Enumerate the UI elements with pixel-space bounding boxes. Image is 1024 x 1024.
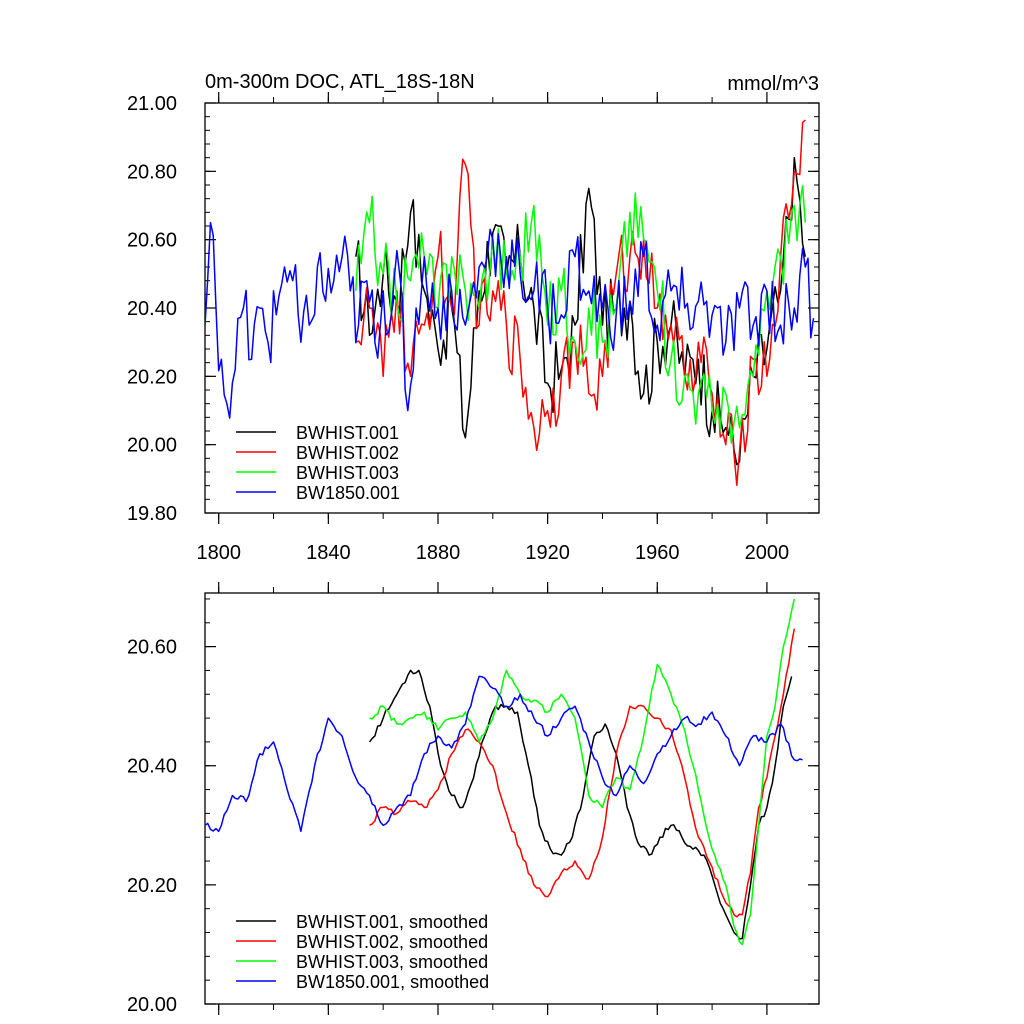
bottom-panel: 20.00 20.20 20.40 20.60 BWHIST.001, smoothed… — [127, 582, 820, 1016]
y-tick-label: 20.40 — [127, 756, 177, 778]
y-tick-label: 20.60 — [127, 637, 177, 659]
y-tick-label: 20.60 — [127, 230, 177, 252]
y-tick-label: 20.20 — [127, 875, 177, 897]
legend-label-2: BWHIST.003, smoothed — [296, 952, 488, 972]
x-tick-label: 1920 — [525, 542, 570, 564]
legend-label-0: BWHIST.001, smoothed — [296, 912, 488, 932]
y-tick-label: 20.00 — [127, 994, 177, 1016]
legend-label-1: BWHIST.002 — [296, 443, 399, 463]
series-line-0 — [368, 669, 793, 940]
x-tick-label: 1880 — [416, 542, 461, 564]
x-tick-label: 2000 — [745, 542, 790, 564]
x-tick-label: 1800 — [196, 542, 241, 564]
x-tick-label: 1960 — [635, 542, 680, 564]
y-tick-label: 20.80 — [127, 161, 177, 183]
units-label: mmol/m^3 — [727, 73, 819, 95]
series-line-2 — [369, 598, 796, 946]
y-tick-label: 20.20 — [127, 366, 177, 388]
legend-label-0: BWHIST.001 — [296, 423, 399, 443]
top-panel: 19.80 20.00 20.20 20.40 20.60 20.80 21.00 1800 1… — [127, 71, 820, 564]
legend-label-3: BW1850.001, smoothed — [296, 972, 489, 992]
y-tick-label: 20.00 — [127, 435, 177, 457]
series-line-1 — [355, 119, 806, 487]
y-tick-label: 19.80 — [127, 503, 177, 525]
series-line-3 — [205, 675, 803, 833]
legend-label-1: BWHIST.002, smoothed — [296, 932, 488, 952]
x-tick-label: 1840 — [306, 542, 351, 564]
plot-frame — [204, 592, 820, 1005]
y-tick-label: 20.40 — [127, 298, 177, 320]
series-line-1 — [369, 628, 796, 918]
y-tick-label: 21.00 — [127, 93, 177, 115]
chart-title: 0m-300m DOC, ATL_18S-18N — [205, 71, 475, 93]
series-line-3 — [205, 221, 815, 419]
series-line-2 — [355, 185, 807, 444]
legend-label-3: BW1850.001 — [296, 483, 400, 503]
legend-label-2: BWHIST.003 — [296, 463, 399, 483]
